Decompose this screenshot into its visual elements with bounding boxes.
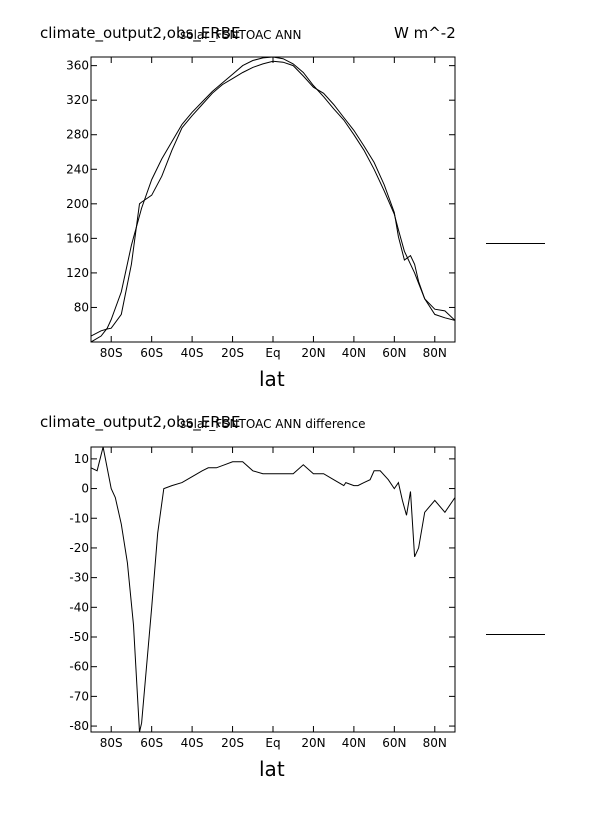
top-chart-xlabel: lat xyxy=(259,367,285,391)
top-chart-subtitle: solar_FSNTOAC ANN xyxy=(180,28,302,42)
top-chart-y-tick-label: 280 xyxy=(66,128,89,142)
top-chart-y-tick-label: 240 xyxy=(66,162,89,176)
bottom-chart-y-tick-label: -60 xyxy=(69,660,89,674)
top-chart-x-tick-label: 20S xyxy=(221,346,244,360)
bottom-chart-legend-line xyxy=(486,634,545,635)
top-chart-x-tick-label: 60N xyxy=(382,346,406,360)
bottom-chart-y-tick-label: 10 xyxy=(74,452,89,466)
top-chart-series-line-2 xyxy=(91,60,455,337)
bottom-chart-title: climate_output2,obs_ERBE xyxy=(40,413,241,431)
top-chart-y-tick-label: 120 xyxy=(66,266,89,280)
bottom-chart-series-line-1 xyxy=(91,447,455,732)
top-chart-x-tick-label: 80N xyxy=(423,346,447,360)
bottom-chart-x-tick-label: Eq xyxy=(265,736,280,750)
bottom-chart-xlabel: lat xyxy=(259,757,285,781)
top-chart-series-line-1 xyxy=(91,57,455,342)
bottom-chart-y-tick-label: -30 xyxy=(69,571,89,585)
top-chart-y-tick-label: 320 xyxy=(66,93,89,107)
top-chart-title: climate_output2,obs_ERBE xyxy=(40,24,241,42)
bottom-chart-x-tick-label: 40S xyxy=(181,736,204,750)
bottom-chart-y-tick-label: -10 xyxy=(69,511,89,525)
top-chart-x-tick-label: 40N xyxy=(342,346,366,360)
bottom-chart-y-tick-label: -80 xyxy=(69,719,89,733)
top-chart-x-tick-label: 40S xyxy=(181,346,204,360)
bottom-chart-subtitle: solar_FSNTOAC ANN difference xyxy=(180,417,366,431)
top-chart-legend-line xyxy=(486,243,545,244)
bottom-chart-y-tick-label: -50 xyxy=(69,630,89,644)
top-chart-units: W m^-2 xyxy=(394,24,456,42)
bottom-chart-x-tick-label: 20N xyxy=(301,736,325,750)
bottom-chart-y-tick-label: 0 xyxy=(81,482,89,496)
top-chart-y-tick-label: 80 xyxy=(74,300,89,314)
bottom-chart-y-tick-label: -70 xyxy=(69,689,89,703)
bottom-chart-x-tick-label: 60N xyxy=(382,736,406,750)
bottom-chart-x-tick-label: 40N xyxy=(342,736,366,750)
top-chart-x-tick-label: 60S xyxy=(140,346,163,360)
bottom-chart-x-tick-label: 60S xyxy=(140,736,163,750)
bottom-chart-x-tick-label: 80S xyxy=(100,736,123,750)
bottom-chart-x-tick-label: 80N xyxy=(423,736,447,750)
top-chart-y-tick-label: 360 xyxy=(66,59,89,73)
bottom-chart-x-tick-label: 20S xyxy=(221,736,244,750)
top-chart-y-tick-label: 200 xyxy=(66,197,89,211)
top-chart-x-tick-label: Eq xyxy=(265,346,280,360)
top-chart-y-tick-label: 160 xyxy=(66,231,89,245)
bottom-chart-y-tick-label: -20 xyxy=(69,541,89,555)
bottom-chart-y-tick-label: -40 xyxy=(69,600,89,614)
top-chart-x-tick-label: 80S xyxy=(100,346,123,360)
top-chart-x-tick-label: 20N xyxy=(301,346,325,360)
